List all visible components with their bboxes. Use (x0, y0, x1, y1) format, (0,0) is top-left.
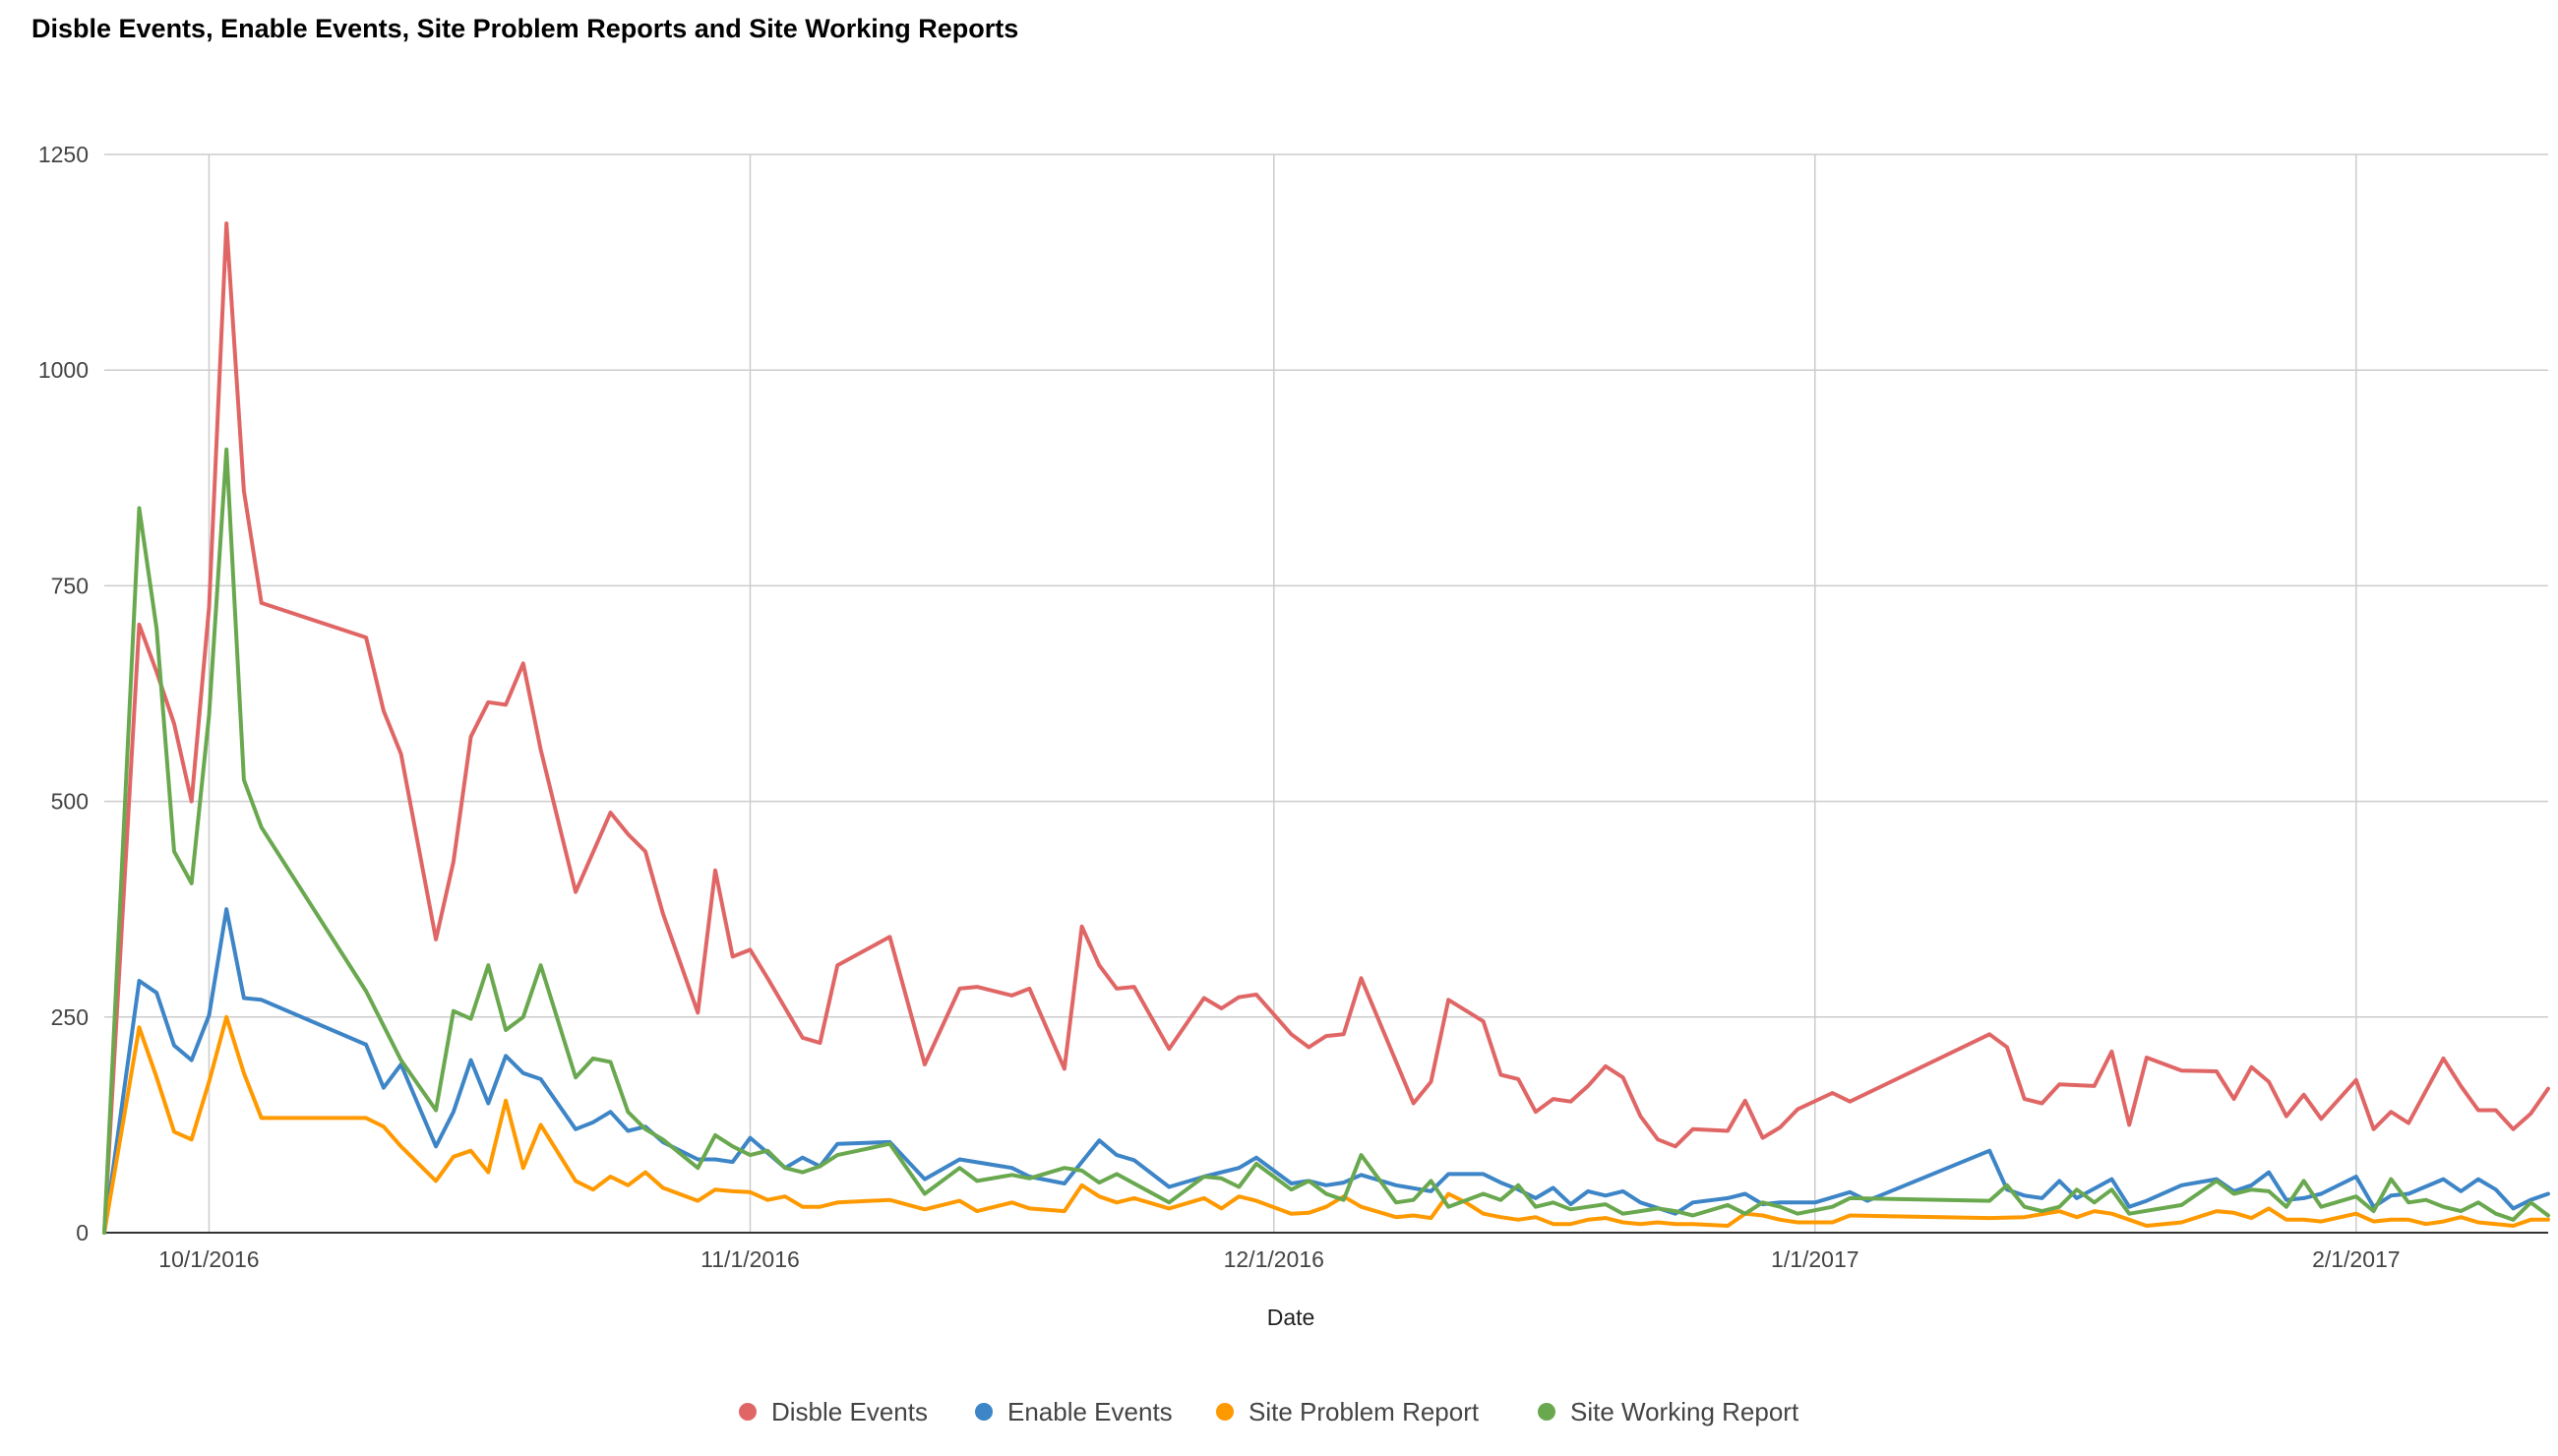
y-tick-label: 1250 (38, 142, 89, 167)
legend-marker (975, 1403, 993, 1421)
legend-marker (1216, 1403, 1234, 1421)
x-tick-label: 12/1/2016 (1224, 1246, 1324, 1272)
legend-label: Disble Events (771, 1397, 928, 1426)
legend-label: Site Problem Report (1249, 1397, 1480, 1426)
legend-item-enable-events: Enable Events (975, 1397, 1173, 1426)
y-tick-label: 0 (76, 1220, 89, 1245)
gridlines (104, 153, 2548, 1233)
y-axis-tick-labels: 0 250 500 750 1000 1250 (38, 142, 89, 1245)
legend-item-site-problem-report: Site Problem Report (1216, 1397, 1480, 1426)
legend: Disble Events Enable Events Site Problem R… (739, 1397, 1799, 1426)
y-tick-label: 1000 (38, 357, 89, 383)
y-tick-label: 750 (51, 573, 89, 598)
legend-marker (1538, 1403, 1555, 1421)
x-tick-label: 2/1/2017 (2312, 1246, 2401, 1272)
series-lines (102, 221, 2550, 1235)
legend-item-disble-events: Disble Events (739, 1397, 928, 1426)
series-line-site-problem-report (102, 1014, 2550, 1235)
y-tick-label: 250 (51, 1004, 89, 1030)
legend-label: Site Working Report (1570, 1397, 1799, 1426)
x-tick-label: 11/1/2016 (700, 1246, 800, 1272)
legend-label: Enable Events (1007, 1397, 1173, 1426)
series-line-disble-events (102, 221, 2550, 1235)
x-tick-label: 10/1/2016 (158, 1246, 259, 1272)
y-tick-label: 500 (51, 789, 89, 815)
legend-item-site-working-report: Site Working Report (1538, 1397, 1799, 1426)
series-line-site-working-report (102, 447, 2550, 1235)
x-axis-tick-labels: 10/1/2016 11/1/2016 12/1/2016 1/1/2017 2/1/2… (158, 1246, 2400, 1272)
legend-marker (739, 1403, 757, 1421)
x-tick-label: 1/1/2017 (1771, 1246, 1859, 1272)
chart-title: Disble Events, Enable Events, Site Probl… (31, 14, 1019, 43)
x-axis-title: Date (1267, 1304, 1315, 1330)
